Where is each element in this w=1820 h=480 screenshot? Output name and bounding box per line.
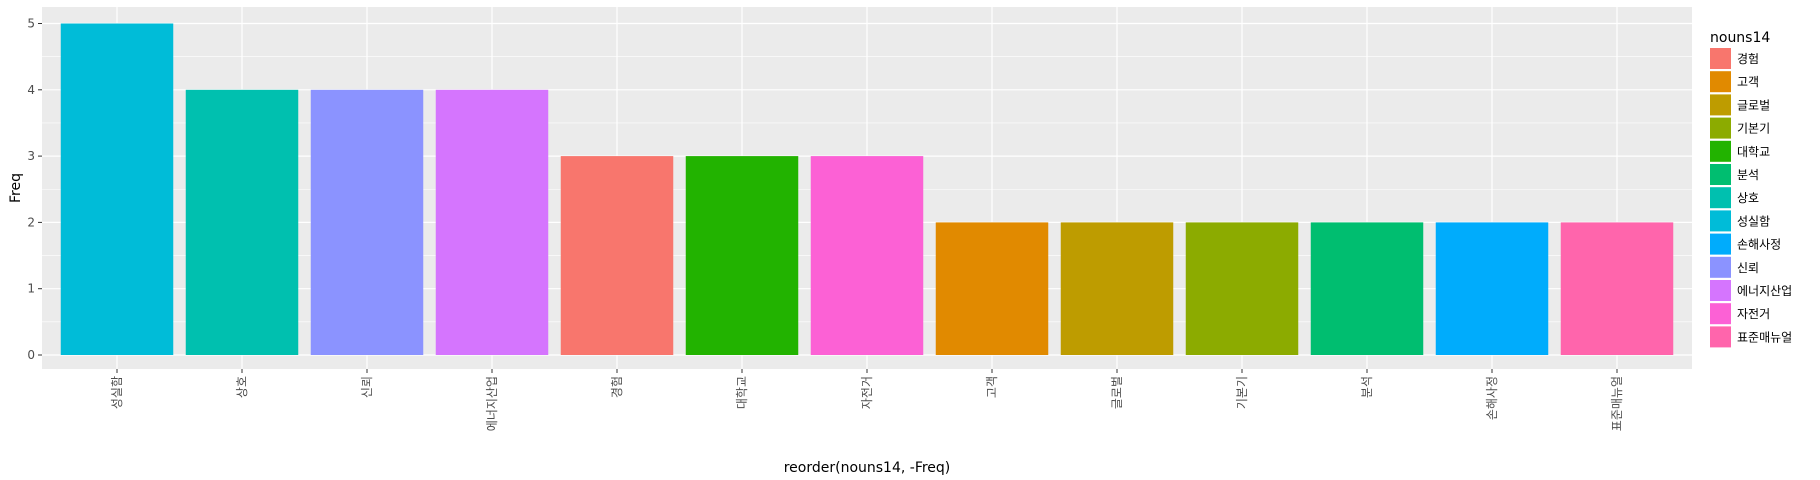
legend-swatch bbox=[1710, 94, 1731, 116]
x-tick-label: 성실함 bbox=[110, 376, 124, 409]
legend-swatch bbox=[1710, 71, 1731, 93]
x-tick-label: 손해사정 bbox=[1485, 376, 1499, 420]
y-tick-label: 4 bbox=[27, 83, 35, 97]
legend-label: 분석 bbox=[1737, 168, 1759, 182]
legend-label: 대학교 bbox=[1737, 145, 1770, 159]
legend-label: 기본기 bbox=[1737, 122, 1770, 136]
y-tick-label: 2 bbox=[27, 215, 35, 229]
legend-swatch bbox=[1710, 164, 1731, 185]
legend-label: 경험 bbox=[1737, 52, 1759, 66]
y-tick-label: 5 bbox=[27, 17, 35, 31]
x-tick-label: 자전거 bbox=[860, 376, 874, 409]
bar bbox=[685, 156, 799, 355]
x-tick-label: 상호 bbox=[235, 376, 249, 398]
legend-label: 에너지산업 bbox=[1737, 284, 1792, 298]
x-tick-label: 에너지산업 bbox=[485, 376, 499, 431]
x-tick-label: 글로벌 bbox=[1110, 376, 1124, 409]
x-tick-label: 경험 bbox=[610, 376, 624, 398]
bar bbox=[1060, 222, 1174, 355]
legend-title: nouns14 bbox=[1710, 30, 1770, 46]
bar bbox=[560, 156, 674, 355]
bar bbox=[435, 89, 549, 356]
legend-swatch bbox=[1710, 48, 1731, 69]
bar bbox=[185, 89, 299, 356]
bar bbox=[310, 89, 424, 356]
legend-label: 글로벌 bbox=[1737, 98, 1770, 112]
legend-label: 손해사정 bbox=[1737, 238, 1781, 252]
legend-swatch bbox=[1710, 210, 1731, 232]
legend-swatch bbox=[1710, 187, 1731, 209]
bar bbox=[1435, 222, 1549, 355]
legend-label: 신뢰 bbox=[1737, 261, 1759, 275]
legend-swatch bbox=[1710, 256, 1731, 278]
bar bbox=[1310, 222, 1424, 355]
bar bbox=[935, 222, 1049, 355]
x-tick-label: 기본기 bbox=[1235, 376, 1249, 409]
x-tick-label: 분석 bbox=[1360, 376, 1374, 398]
legend-swatch bbox=[1710, 303, 1731, 325]
x-tick-label: 대학교 bbox=[735, 376, 749, 409]
x-tick-label: 표준매뉴얼 bbox=[1610, 376, 1624, 431]
legend-label: 성실함 bbox=[1737, 214, 1770, 228]
x-tick-label: 고객 bbox=[985, 376, 999, 398]
bar bbox=[1560, 222, 1674, 355]
legend-label: 자전거 bbox=[1737, 307, 1770, 321]
y-tick-label: 0 bbox=[27, 348, 35, 362]
legend-swatch bbox=[1710, 140, 1731, 162]
legend-label: 표준매뉴얼 bbox=[1737, 330, 1792, 344]
legend-swatch bbox=[1710, 326, 1731, 348]
legend-swatch bbox=[1710, 233, 1731, 255]
legend: nouns14 경험고객글로벌기본기대학교분석상호성실함손해사정신뢰에너지산업자… bbox=[1710, 30, 1792, 348]
x-axis-title: reorder(nouns14, -Freq) bbox=[784, 460, 951, 476]
legend-swatch bbox=[1710, 117, 1731, 139]
legend-swatch bbox=[1710, 280, 1731, 301]
bar bbox=[1185, 222, 1299, 355]
bar bbox=[810, 156, 924, 355]
y-tick-label: 3 bbox=[27, 149, 35, 163]
bar bbox=[60, 23, 174, 355]
x-tick-label: 신뢰 bbox=[360, 376, 374, 398]
y-tick-label: 1 bbox=[27, 282, 35, 296]
legend-label: 고객 bbox=[1737, 75, 1759, 89]
y-axis-title: Freq bbox=[8, 173, 24, 203]
legend-label: 상호 bbox=[1737, 191, 1759, 205]
